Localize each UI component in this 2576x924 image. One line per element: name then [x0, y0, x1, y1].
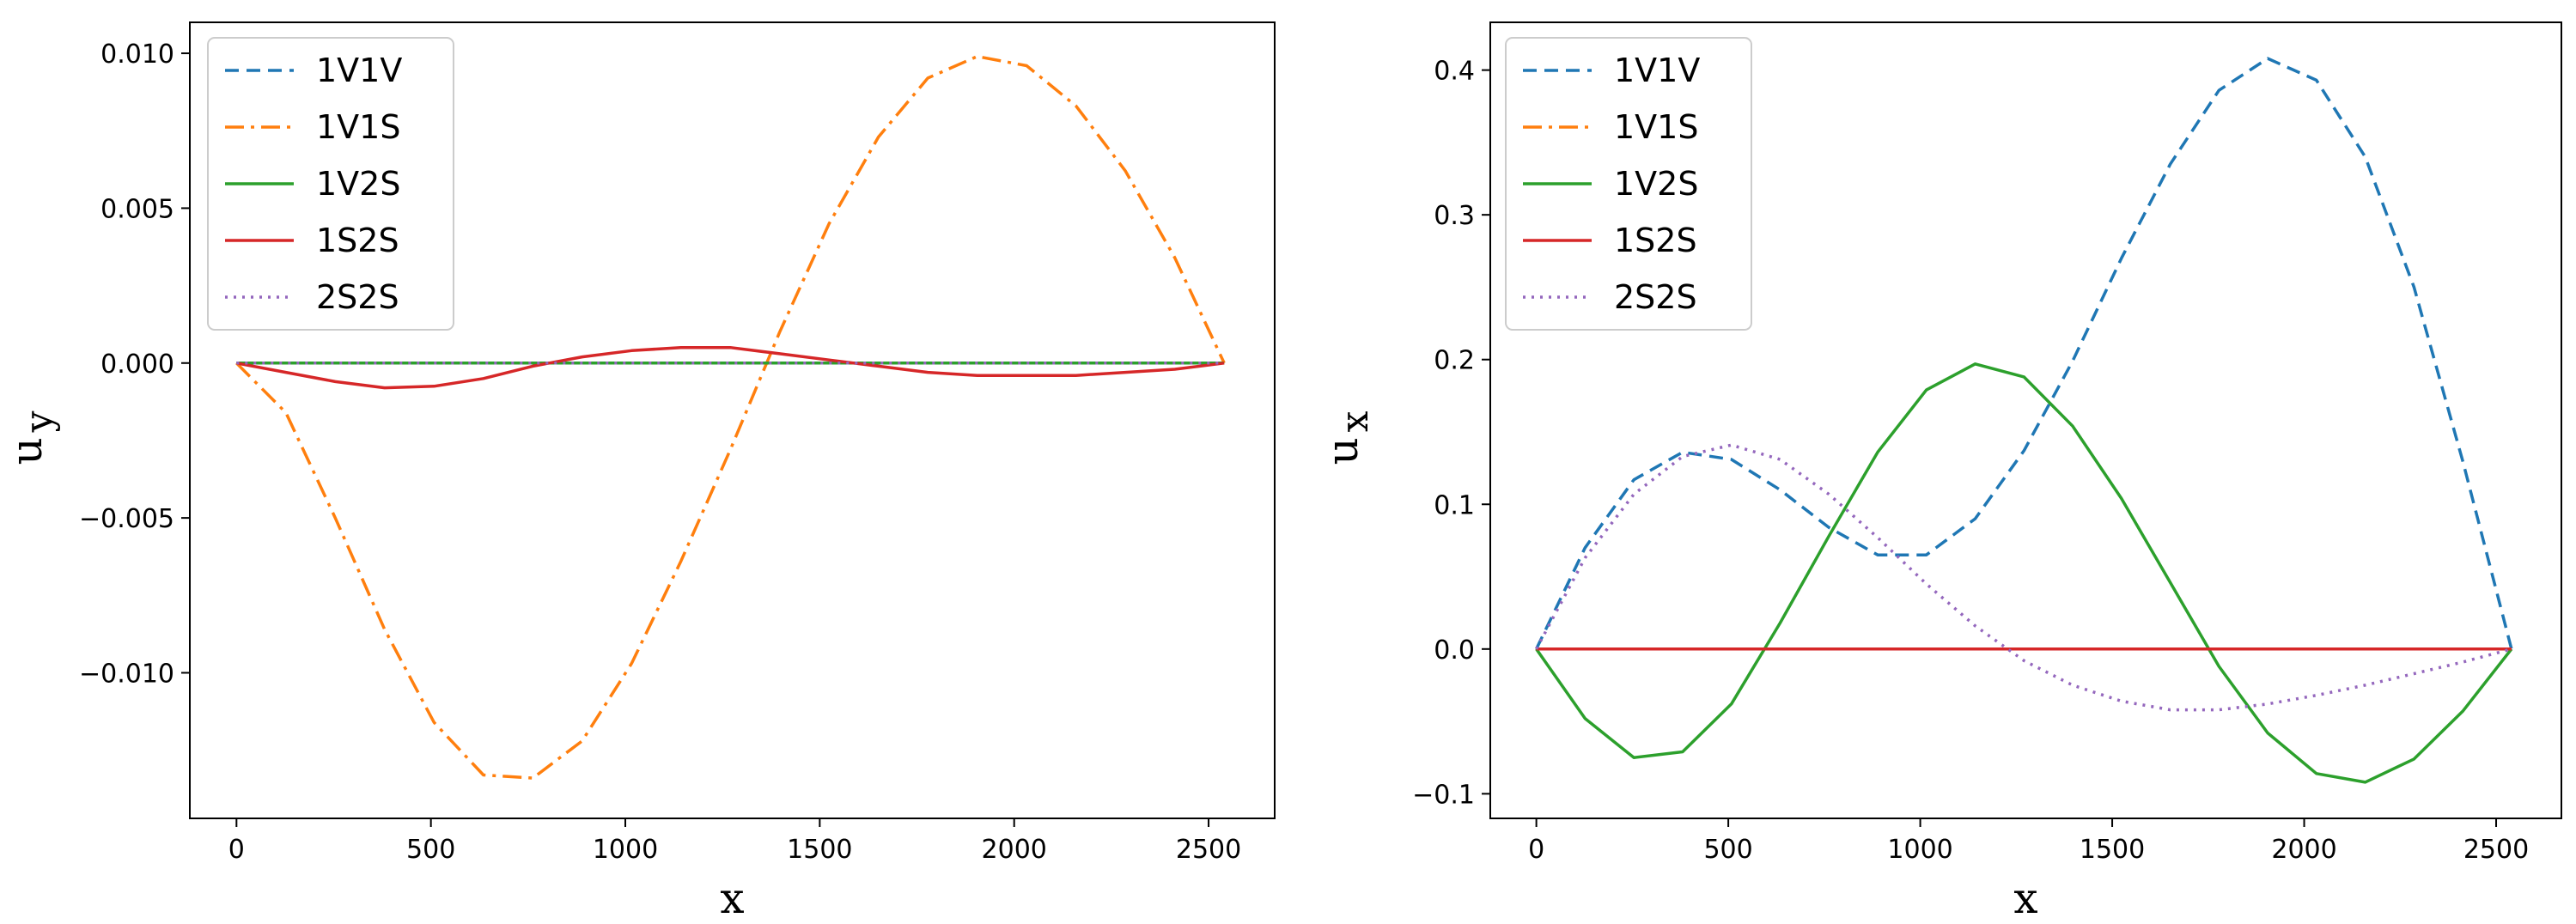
legend-frame — [1505, 37, 1752, 331]
series-line-2s2s — [1535, 443, 2512, 712]
legend-label-1s2s: 1S2S — [316, 222, 399, 259]
legend-label-1v2s: 1V2S — [316, 165, 400, 203]
series-line-1s2s — [235, 345, 1225, 390]
x-axis-label: x — [720, 873, 744, 923]
x-tick-label: 2000 — [2271, 835, 2336, 865]
x-tick-label: 1500 — [2080, 835, 2145, 865]
legend-label-1v1v: 1V1V — [316, 52, 402, 89]
x-tick-label: 1000 — [1887, 835, 1952, 865]
ux-subplot: 0 500 1000 1500 2000 2500 −0.1 0.0 0.1 0.2 0.3 0.4 x… — [1318, 21, 2562, 923]
y-tick-label: 0.005 — [100, 194, 174, 224]
y-tick-label: 0.000 — [100, 350, 174, 380]
y-tick-label: 0.4 — [1434, 57, 1475, 87]
uy-subplot: 0 500 1000 1500 2000 2500 −0.010 −0.005 0.000 0.0… — [2, 21, 1276, 923]
axes-frame — [189, 21, 1276, 819]
y-tick-label: −0.010 — [79, 659, 174, 689]
y-tick-label: 0.3 — [1434, 201, 1475, 231]
series-lines — [1535, 57, 2513, 784]
legend-label-1v1s: 1V1S — [316, 108, 400, 146]
legend-frame — [207, 37, 454, 331]
y-tick-label: 0.2 — [1434, 346, 1475, 376]
legend-label-1s2s: 1S2S — [1614, 222, 1697, 259]
legend-label-2s2s: 2S2S — [316, 278, 399, 316]
series-line-1v1s — [235, 54, 1226, 780]
series-lines — [235, 54, 1226, 780]
y-tick-label: −0.005 — [79, 504, 174, 534]
legend: 1V1V 1V1S 1V2S 1S2S 2S2S — [1505, 37, 1752, 331]
legend-label-1v1s: 1V1S — [1614, 108, 1698, 146]
legend-label-1v2s: 1V2S — [1614, 165, 1698, 203]
y-tick-label: 0.1 — [1434, 490, 1475, 520]
axes-frame — [1489, 21, 2562, 819]
x-tick-label: 1000 — [593, 835, 658, 865]
y-tick-label: −0.1 — [1412, 780, 1475, 810]
x-axis-label: x — [2013, 873, 2037, 923]
x-tick-label: 2500 — [2463, 835, 2529, 865]
legend: 1V1V 1V1S 1V2S 1S2S 2S2S — [207, 37, 454, 331]
x-tick-label: 2000 — [982, 835, 1047, 865]
y-tick-label: 0.010 — [100, 40, 174, 70]
x-tick-label: 500 — [1703, 835, 1752, 865]
y-axis-label: ux — [1318, 410, 1377, 465]
series-line-1v2s — [1535, 362, 2513, 784]
x-tick-label: 0 — [228, 835, 245, 865]
series-line-1v1v — [1535, 57, 2513, 650]
legend-label-2s2s: 2S2S — [1614, 278, 1697, 316]
x-tick-label: 2500 — [1176, 835, 1241, 865]
x-tick-label: 1500 — [787, 835, 852, 865]
x-tick-label: 0 — [1528, 835, 1544, 865]
x-tick-label: 500 — [406, 835, 455, 865]
y-axis-label: uy — [2, 410, 61, 465]
y-tick-label: 0.0 — [1434, 635, 1475, 666]
legend-label-1v1v: 1V1V — [1614, 52, 1700, 89]
